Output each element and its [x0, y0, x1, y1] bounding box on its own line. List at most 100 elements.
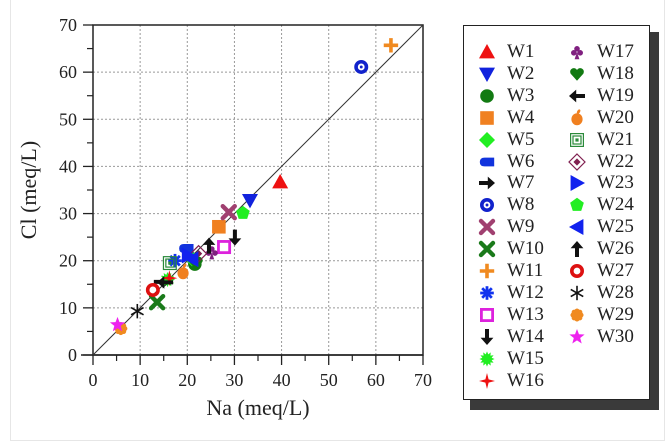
data-point-w26: [202, 237, 216, 254]
ring-icon: [570, 264, 584, 278]
legend-label: W9: [507, 216, 535, 238]
legend-label: W23: [597, 172, 634, 194]
y-tick-label: 70: [59, 15, 77, 35]
x-tick-label: 30: [225, 370, 243, 390]
legend-item-w16: W16: [477, 370, 544, 392]
legend-item-w29: W29: [567, 304, 634, 326]
legend-label: W26: [597, 238, 634, 260]
legend-label: W10: [507, 238, 544, 260]
legend-label: W1: [507, 41, 535, 62]
arrow-up-icon: [570, 241, 584, 258]
y-axis-label: Cl (meq/L): [16, 141, 41, 239]
arrow-right-icon: [479, 176, 495, 190]
legend-label: W18: [597, 62, 634, 84]
data-point-w30: [109, 316, 126, 332]
frame-left-border: [10, 0, 11, 440]
circle-icon: [480, 88, 494, 103]
y-tick-label: 60: [59, 62, 77, 82]
y-tick-label: 40: [59, 156, 77, 176]
data-point-w14: [228, 229, 242, 246]
x-tick-label: 0: [89, 370, 98, 390]
legend-item-w20: W20: [567, 107, 634, 129]
legend-label: W30: [597, 325, 634, 347]
legend-item-w14: W14: [477, 326, 544, 348]
legend-item-w25: W25: [567, 216, 634, 238]
star5-icon: [569, 328, 585, 344]
diamond-icon: [479, 131, 495, 148]
legend-label: W14: [507, 325, 544, 347]
grid-lines: [93, 25, 423, 355]
square-concentric-icon: [569, 132, 585, 147]
legend-item-w2: W2: [477, 63, 534, 85]
data-point-w11: [383, 38, 399, 53]
x-thick-icon: [478, 240, 496, 258]
legend-label: W8: [507, 194, 535, 216]
legend-item-w8: W8: [477, 194, 534, 216]
club-icon: [571, 46, 583, 60]
apple-icon: [571, 109, 583, 125]
y-tick-label: 10: [59, 298, 77, 318]
legend-label: W6: [507, 150, 535, 172]
axes: [81, 24, 424, 356]
legend-item-w27: W27: [567, 260, 634, 282]
legend-label: W24: [597, 194, 634, 216]
data-point-w10: [148, 294, 166, 311]
data-point-w21: [162, 256, 177, 271]
legend-item-w9: W9: [477, 216, 534, 238]
legend-item-w1: W1: [477, 41, 534, 63]
legend-label: W27: [597, 260, 634, 281]
legend-label: W12: [507, 281, 544, 303]
burst-icon: [479, 350, 495, 367]
legend-item-w23: W23: [567, 172, 634, 194]
triangle-up-icon: [479, 44, 495, 59]
legend-item-w17: W17: [567, 41, 634, 63]
y-tick-label: 0: [68, 345, 77, 365]
legend-label: W13: [507, 303, 544, 325]
triangle-left-icon: [569, 219, 584, 236]
triangle-right-icon: [570, 175, 585, 192]
asterisk-bold-icon: [480, 286, 494, 300]
one-to-one-line: [92, 24, 424, 356]
data-point-w4: [212, 219, 226, 234]
legend-item-w28: W28: [567, 282, 634, 304]
heart-icon: [570, 68, 584, 81]
legend-label: W20: [597, 106, 634, 128]
half-oval-icon: [479, 157, 495, 166]
data-point-w25: [184, 251, 199, 268]
data-point-w28: [130, 303, 144, 319]
legend-label: W4: [507, 106, 535, 128]
legend-label: W21: [597, 128, 634, 150]
legend-item-w21: W21: [567, 129, 634, 151]
legend-item-w30: W30: [567, 326, 634, 348]
data-point-w2: [241, 193, 258, 209]
legend-item-w15: W15: [477, 348, 544, 370]
legend-item-w24: W24: [567, 194, 634, 216]
y-tick-label: 30: [59, 204, 77, 224]
legend-label: W11: [507, 260, 544, 281]
legend-label: W22: [597, 150, 634, 172]
legend-item-w22: W22: [567, 151, 634, 173]
y-tick-label: 20: [59, 251, 77, 271]
legend-item-w7: W7: [477, 172, 534, 194]
diamond-concentric-icon: [568, 152, 586, 171]
flower-icon: [570, 308, 584, 322]
legend-label: W25: [597, 216, 634, 238]
legend-item-w19: W19: [567, 85, 634, 107]
legend-item-w5: W5: [477, 129, 534, 151]
x-axis-label: Na (meq/L): [206, 395, 309, 420]
legend-label: W29: [597, 303, 634, 325]
frame-right-border: [664, 0, 665, 440]
asterisk-icon: [570, 285, 584, 301]
ticks: 0 10 20 30 40 50 60 70 0 10 20 30 40 50 60 70: [59, 15, 432, 390]
triangle-down-icon: [479, 67, 495, 82]
legend-label: W28: [597, 281, 634, 303]
legend-item-w11: W11: [477, 260, 543, 282]
data-point-w20: [177, 263, 189, 280]
x-tick-label: 60: [367, 370, 385, 390]
data-point-w1: [272, 173, 289, 189]
data-point-w16: [161, 270, 178, 287]
ring-dot-icon: [480, 198, 494, 213]
x-tick-label: 50: [320, 370, 338, 390]
legend-item-w13: W13: [477, 304, 544, 326]
data-point-w9: [220, 203, 237, 221]
